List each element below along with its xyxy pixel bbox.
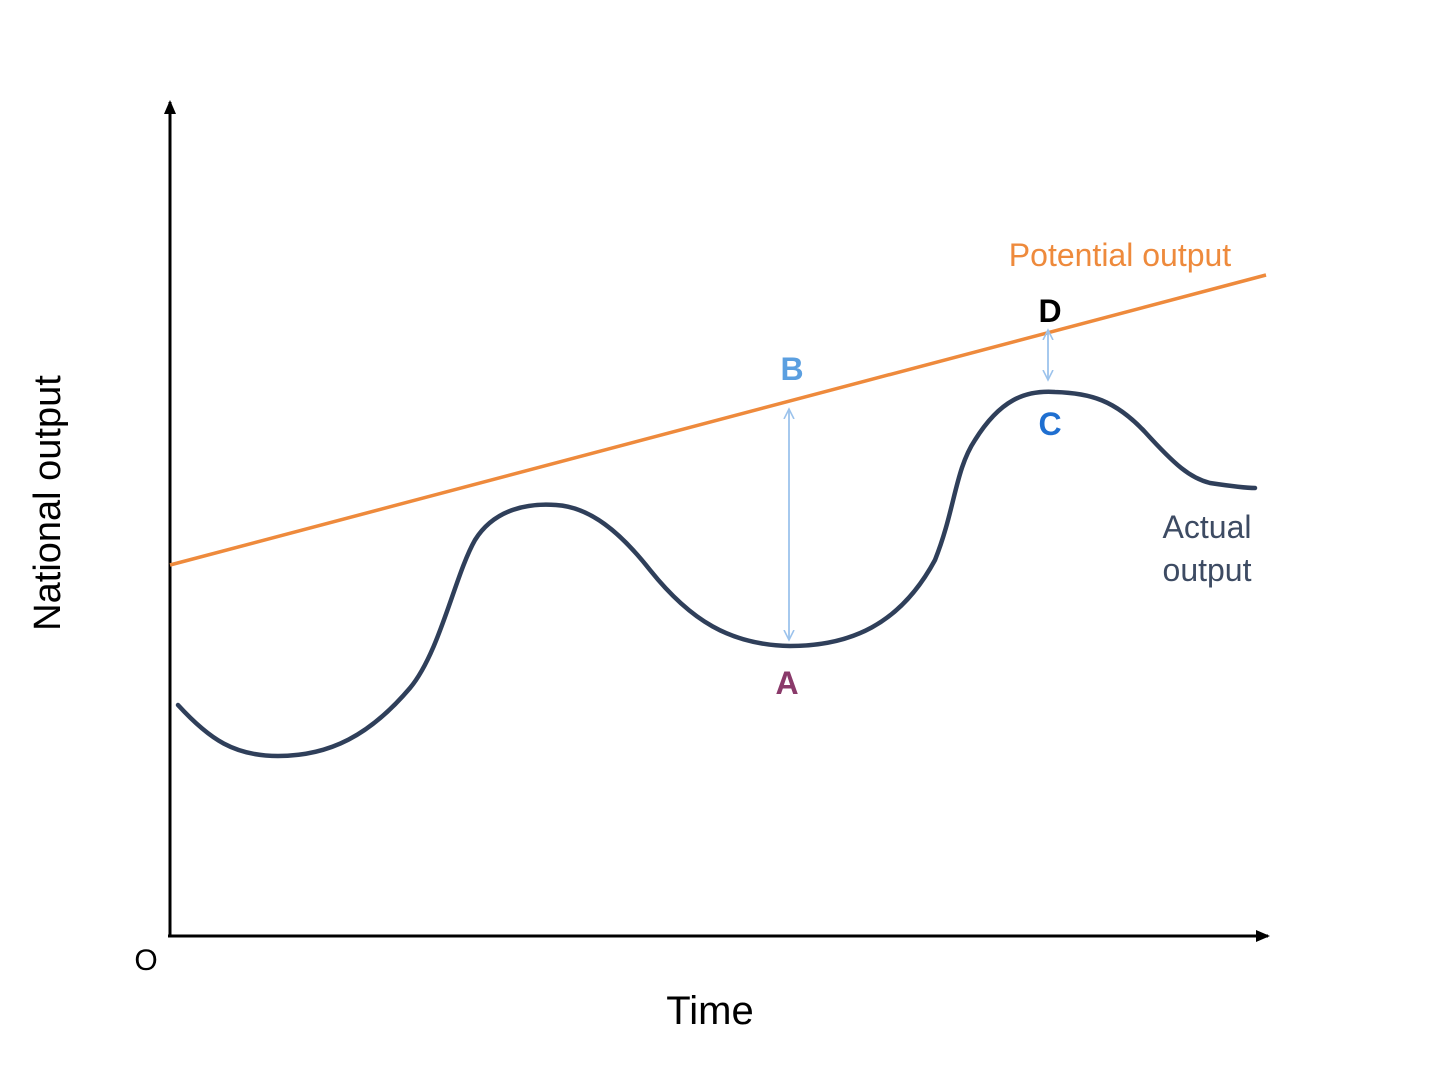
point-label-A: A xyxy=(775,665,798,701)
potential-output-line xyxy=(169,273,1267,567)
origin-label: O xyxy=(134,944,157,977)
potential-output-label: Potential output xyxy=(1009,237,1232,273)
point-label-D: D xyxy=(1038,293,1061,329)
point-label-B: B xyxy=(780,351,803,387)
actual-output-curve xyxy=(175,389,1258,759)
actual-output-label-line1: Actual xyxy=(1163,509,1252,545)
point-label-C: C xyxy=(1038,406,1061,442)
actual-output-label-line2: output xyxy=(1163,552,1252,588)
y-axis-label: National output xyxy=(27,375,69,631)
x-axis-label: Time xyxy=(666,989,753,1033)
